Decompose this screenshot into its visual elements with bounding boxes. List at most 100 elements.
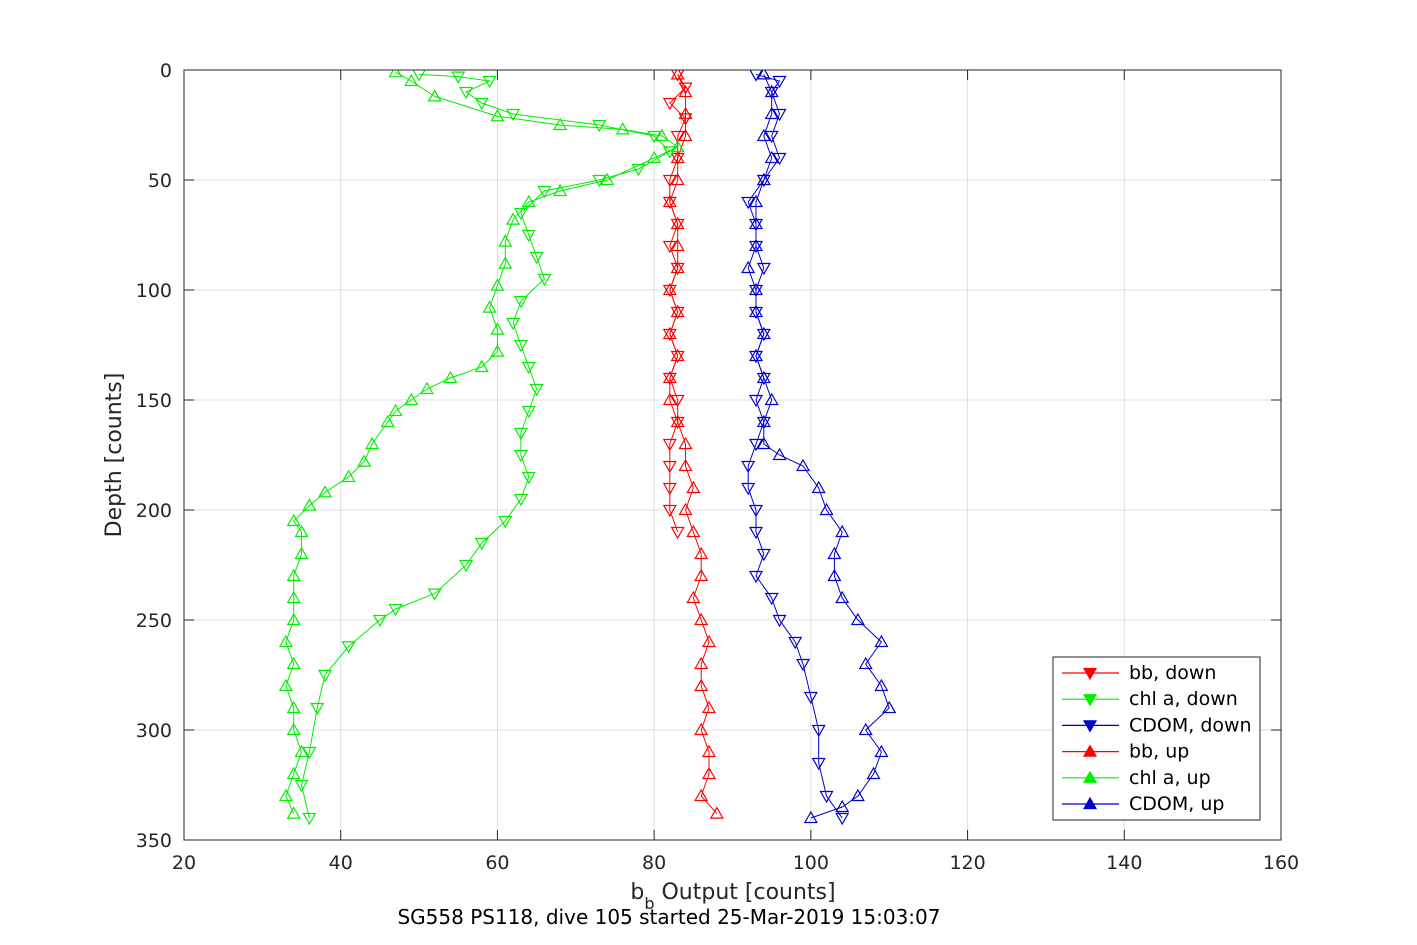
data-point-chl-a-up: [294, 744, 309, 758]
data-point-chl-a-up: [521, 194, 536, 208]
data-point-chl-a-up: [286, 766, 301, 780]
data-point-chl-a-down: [647, 130, 662, 144]
data-point-cdom-down: [772, 152, 787, 166]
data-point-bb-down: [671, 70, 685, 82]
data-point-bb-down: [670, 350, 685, 364]
data-point-bb-up: [670, 260, 685, 274]
data-point-cdom-up: [756, 326, 771, 340]
data-point-bb-down: [670, 394, 685, 408]
data-point-bb-down: [670, 152, 685, 166]
data-point-cdom-down: [748, 504, 764, 518]
data-point-chl-a-up: [600, 172, 615, 186]
data-point-chl-a-down: [427, 588, 442, 601]
data-point-chl-a-up: [670, 139, 685, 153]
data-point-chl-a-up: [498, 256, 513, 269]
data-point-bb-up: [670, 172, 685, 186]
data-point-bb-up: [678, 502, 693, 516]
legend-label: CDOM, up: [1129, 793, 1224, 815]
data-point-chl-a-up: [615, 122, 630, 135]
data-point-chl-a-down: [521, 405, 536, 419]
data-point-chl-a-down: [294, 779, 309, 793]
data-point-bb-up: [686, 524, 701, 538]
series-line-cdom-down: [747, 73, 843, 819]
data-point-bb-up: [662, 326, 677, 340]
data-point-chl-a-up: [286, 806, 301, 819]
data-point-bb-up: [662, 370, 677, 384]
data-point-chl-a-up: [286, 612, 301, 626]
data-point-cdom-down: [756, 328, 771, 342]
data-point-bb-down: [670, 526, 685, 540]
data-point-cdom-down: [756, 262, 771, 276]
data-point-cdom-down: [756, 416, 771, 430]
data-point-chl-a-down: [302, 812, 317, 826]
data-point-bb-up: [670, 238, 685, 252]
series-bb-down: [662, 70, 693, 540]
legend-box: [1052, 656, 1261, 821]
data-point-chl-a-down: [372, 614, 387, 628]
data-point-bb-down: [662, 284, 677, 298]
data-point-chl-a-down: [459, 86, 474, 100]
data-point-bb-up: [701, 744, 717, 758]
data-point-cdom-down: [803, 691, 818, 705]
data-point-chl-a-down: [341, 641, 356, 654]
legend-entry-bb-up: bb, up: [1062, 741, 1189, 763]
y-tick-label: 200: [136, 500, 172, 522]
data-point-cdom-up: [850, 788, 865, 802]
data-point-cdom-down: [819, 790, 834, 804]
series-line-chl-a-down: [300, 73, 671, 819]
data-point-cdom-up: [835, 524, 850, 538]
y-tick-label: 300: [136, 720, 172, 742]
legend-marker: [1082, 667, 1098, 681]
data-point-cdom-up: [764, 150, 779, 164]
data-point-cdom-down: [772, 75, 787, 89]
data-point-chl-a-up: [474, 359, 489, 373]
data-point-cdom-down: [741, 482, 756, 496]
data-point-chl-a-down: [451, 71, 466, 84]
data-point-bb-down: [670, 218, 685, 232]
data-point-cdom-up: [858, 722, 873, 736]
y-tick-label: 350: [136, 830, 172, 852]
data-point-cdom-up: [748, 282, 764, 296]
legend-entry-chl-a-up: chl a, up: [1062, 767, 1211, 789]
axes-box: [183, 69, 1282, 841]
data-point-cdom-up: [858, 656, 873, 670]
data-point-chl-a-down: [474, 97, 489, 111]
data-point-chl-a-up: [286, 590, 301, 604]
data-point-chl-a-up: [498, 234, 513, 247]
data-point-bb-up: [709, 806, 724, 819]
data-point-chl-a-up: [278, 634, 293, 648]
data-point-cdom-down: [835, 812, 850, 826]
data-point-chl-a-up: [318, 485, 333, 498]
data-point-cdom-up: [835, 799, 850, 813]
y-axis-label: Depth [counts]: [102, 373, 127, 538]
y-tick-label: 50: [148, 170, 172, 192]
data-point-cdom-down: [811, 757, 826, 771]
data-point-cdom-down: [764, 592, 779, 606]
data-point-cdom-down: [756, 174, 771, 188]
series-layer: [278, 70, 897, 826]
data-point-bb-down: [670, 130, 685, 144]
data-point-cdom-down: [749, 70, 763, 82]
data-point-cdom-up: [874, 744, 889, 758]
x-tick-label: 160: [1263, 852, 1299, 874]
data-point-cdom-up: [756, 414, 771, 428]
data-point-cdom-up: [795, 458, 811, 472]
data-point-bb-up: [662, 392, 677, 406]
data-point-chl-a-up: [647, 150, 662, 164]
data-point-chl-a-up: [553, 183, 568, 197]
data-point-chl-a-down: [498, 515, 513, 529]
series-cdom-down: [741, 70, 850, 826]
data-point-chl-a-up: [443, 370, 458, 384]
x-tick-label: 100: [793, 852, 829, 874]
data-point-chl-a-up: [286, 656, 301, 670]
data-point-cdom-down: [741, 460, 756, 474]
data-point-cdom-up: [850, 612, 865, 626]
data-point-chl-a-up: [286, 513, 301, 527]
data-point-chl-a-down: [537, 185, 552, 199]
data-point-cdom-down: [748, 438, 764, 452]
data-point-cdom-down: [795, 658, 811, 672]
data-point-chl-a-up: [294, 546, 309, 560]
data-point-bb-up: [678, 84, 693, 98]
data-point-chl-a-up: [357, 454, 372, 467]
data-point-bb-up: [670, 414, 685, 428]
